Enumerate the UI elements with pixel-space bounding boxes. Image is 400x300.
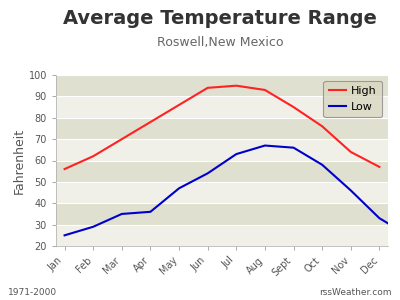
- Low: [205, 172, 210, 175]
- Bar: [56, 182, 388, 203]
- High: [62, 167, 67, 171]
- Line: High: High: [64, 86, 380, 169]
- Low: [291, 146, 296, 149]
- Bar: [56, 225, 388, 246]
- Line: Low: Low: [64, 146, 400, 235]
- Bar: [56, 203, 388, 225]
- Text: Roswell,New Mexico: Roswell,New Mexico: [157, 36, 283, 49]
- Low: [177, 187, 182, 190]
- High: [234, 84, 239, 88]
- Low: [377, 216, 382, 220]
- Y-axis label: Fahrenheit: Fahrenheit: [13, 128, 26, 194]
- Low: [91, 225, 96, 229]
- Low: [262, 144, 267, 147]
- Low: [148, 210, 153, 214]
- High: [177, 103, 182, 107]
- Legend: High, Low: High, Low: [323, 81, 382, 117]
- High: [205, 86, 210, 90]
- Low: [320, 163, 324, 166]
- Low: [234, 152, 239, 156]
- High: [320, 124, 324, 128]
- High: [348, 150, 353, 154]
- High: [120, 137, 124, 141]
- High: [262, 88, 267, 92]
- Low: [62, 233, 67, 237]
- Bar: [56, 118, 388, 139]
- High: [377, 165, 382, 169]
- Text: Average Temperature Range: Average Temperature Range: [63, 9, 377, 28]
- Text: rssWeather.com: rssWeather.com: [320, 288, 392, 297]
- Low: [120, 212, 124, 216]
- Bar: [56, 75, 388, 96]
- Text: 1971-2000: 1971-2000: [8, 288, 57, 297]
- High: [91, 154, 96, 158]
- High: [148, 120, 153, 124]
- Bar: [56, 96, 388, 118]
- Bar: [56, 160, 388, 182]
- Low: [348, 189, 353, 192]
- Bar: [56, 139, 388, 161]
- High: [291, 105, 296, 109]
